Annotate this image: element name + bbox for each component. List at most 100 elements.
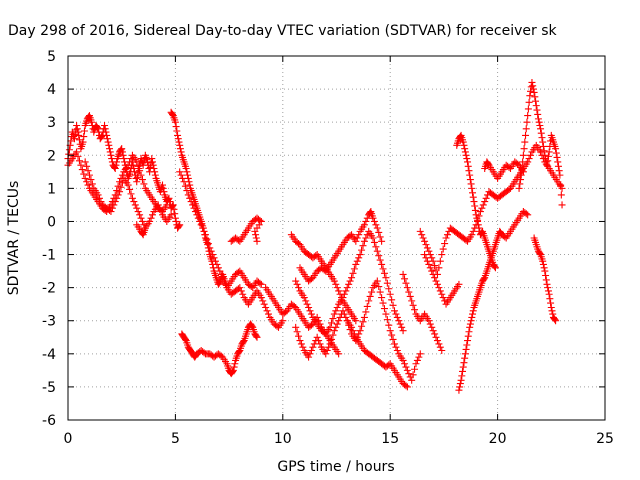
data-point-s1 xyxy=(118,171,126,179)
data-point-s5 xyxy=(176,168,184,176)
data-points xyxy=(64,78,566,394)
data-point-s8 xyxy=(383,279,391,287)
data-point-s5 xyxy=(189,201,197,209)
x-tick-label: 5 xyxy=(171,431,180,447)
data-point-s20 xyxy=(540,147,548,155)
data-point-s12 xyxy=(330,277,338,285)
data-point-s10 xyxy=(379,299,387,307)
data-point-s5 xyxy=(262,303,270,311)
data-point-s5 xyxy=(193,211,201,219)
data-point-s10 xyxy=(323,347,331,355)
data-point-s1 xyxy=(136,167,144,175)
data-point-s10 xyxy=(380,305,388,313)
y-tick-label: 5 xyxy=(47,49,56,65)
data-point-s6 xyxy=(239,338,247,346)
data-point-s18 xyxy=(458,372,466,380)
data-point-s14 xyxy=(401,275,409,283)
data-point-s20 xyxy=(523,118,531,126)
data-point-s2 xyxy=(108,204,116,212)
data-point-s2 xyxy=(133,204,141,212)
data-point-s20 xyxy=(528,78,536,86)
data-point-s15 xyxy=(443,231,451,239)
data-point-s20 xyxy=(544,157,552,165)
data-point-s10 xyxy=(335,317,343,325)
data-point-s8 xyxy=(380,269,388,277)
data-point-s0 xyxy=(119,151,127,159)
data-point-s8 xyxy=(385,285,393,293)
data-point-s5 xyxy=(237,287,245,295)
data-point-s14 xyxy=(411,306,419,314)
data-point-s10 xyxy=(309,343,317,351)
data-point-s0 xyxy=(151,168,159,176)
y-axis-label: SDTVAR / TECUs xyxy=(6,181,22,296)
data-point-s0 xyxy=(175,222,183,230)
data-point-s20 xyxy=(539,138,547,146)
data-point-s9 xyxy=(360,221,368,229)
data-point-s0 xyxy=(103,131,111,139)
data-point-s5 xyxy=(211,257,219,265)
data-point-s0 xyxy=(70,135,78,143)
data-point-s21 xyxy=(547,303,555,311)
data-point-s8 xyxy=(352,260,360,268)
data-point-s5 xyxy=(179,174,187,182)
data-point-s10 xyxy=(342,313,350,321)
data-point-s20 xyxy=(533,106,541,114)
data-point-s3 xyxy=(141,224,149,232)
data-point-s0 xyxy=(118,145,126,153)
x-tick-label: 20 xyxy=(489,431,507,447)
data-point-s5 xyxy=(197,221,205,229)
data-point-s2 xyxy=(96,194,104,202)
data-point-s20 xyxy=(518,165,526,173)
data-point-s17 xyxy=(464,158,472,166)
data-point-s5 xyxy=(206,244,214,252)
data-point-s4 xyxy=(256,279,264,287)
data-point-s8 xyxy=(395,317,403,325)
data-point-s11 xyxy=(349,327,357,335)
data-point-s2 xyxy=(81,158,89,166)
data-point-s0 xyxy=(106,145,114,153)
data-point-s16 xyxy=(423,257,431,265)
data-point-s14 xyxy=(403,284,411,292)
data-point-s16 xyxy=(425,260,433,268)
data-point-s13 xyxy=(293,280,301,288)
data-point-s5 xyxy=(222,280,230,288)
data-point-s4 xyxy=(176,141,184,149)
data-point-s0 xyxy=(148,158,156,166)
data-point-s10 xyxy=(295,332,303,340)
data-point-s10 xyxy=(306,350,314,358)
data-point-s15 xyxy=(422,241,430,249)
data-point-s12 xyxy=(333,284,341,292)
data-point-s10 xyxy=(390,340,398,348)
data-point-s5 xyxy=(279,317,287,325)
data-point-s4 xyxy=(169,110,177,118)
data-point-s2 xyxy=(154,201,162,209)
data-point-s18 xyxy=(469,307,477,315)
data-point-s20 xyxy=(552,149,560,157)
data-point-s10 xyxy=(376,288,384,296)
data-point-s17 xyxy=(463,155,471,163)
data-point-s5 xyxy=(194,214,202,222)
data-point-s5 xyxy=(190,204,198,212)
data-point-s6 xyxy=(252,332,260,340)
data-point-s5 xyxy=(216,267,224,275)
data-point-s20 xyxy=(552,145,560,153)
data-point-s0 xyxy=(149,161,157,169)
data-point-s0 xyxy=(75,131,83,139)
data-point-s20 xyxy=(516,180,524,188)
data-point-s10 xyxy=(373,277,381,285)
data-point-s5 xyxy=(181,182,189,190)
data-point-s12 xyxy=(335,287,343,295)
data-point-s20 xyxy=(541,151,549,159)
data-point-s21 xyxy=(552,317,560,325)
data-point-s14 xyxy=(432,333,440,341)
axis-ticks: 0 5 10 15 20 25 -6 -5 -4 -3 -2 -1 0 1 2 3 4 5 xyxy=(42,49,614,447)
data-point-s13 xyxy=(303,300,311,308)
data-point-s2 xyxy=(136,211,144,219)
data-point-s14 xyxy=(433,337,441,345)
y-tick-label: 3 xyxy=(47,115,56,131)
data-point-s2 xyxy=(137,214,145,222)
data-point-s20 xyxy=(558,201,566,209)
data-point-s20 xyxy=(532,102,540,110)
data-point-s9 xyxy=(373,224,381,232)
